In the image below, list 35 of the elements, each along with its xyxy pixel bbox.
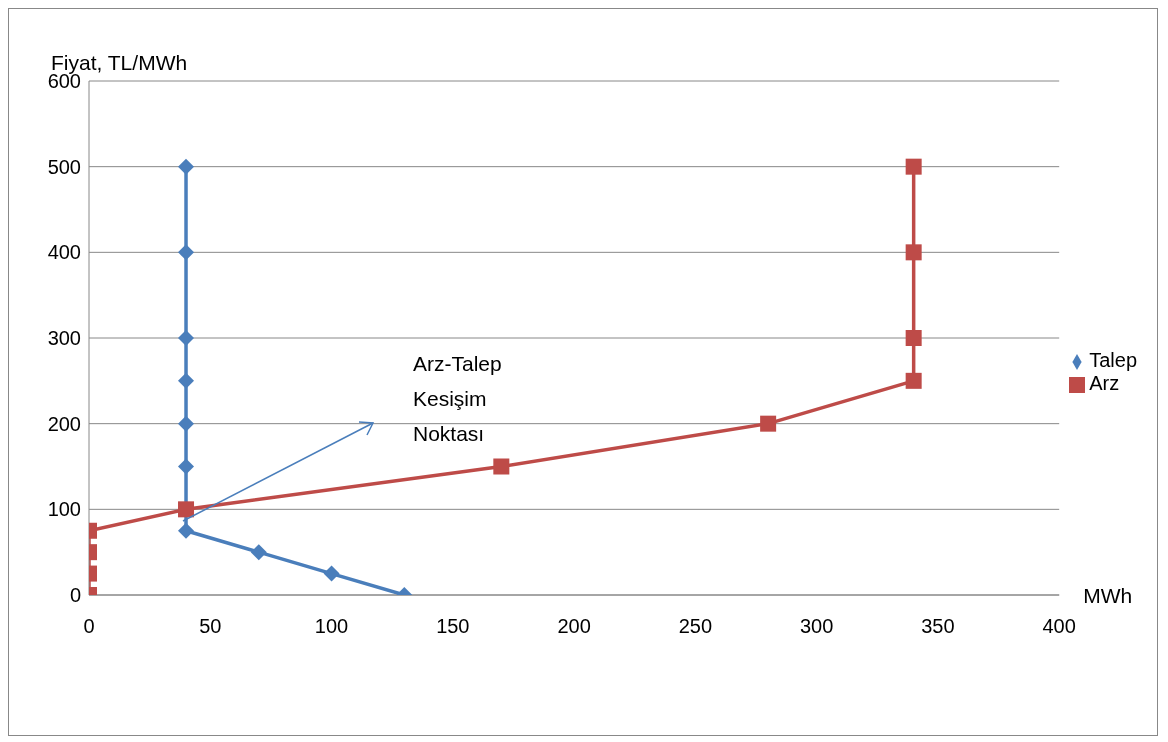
- x-tick-label: 350: [921, 615, 955, 638]
- y-tick-label: 300: [47, 327, 81, 350]
- x-tick-label: 250: [678, 615, 713, 638]
- point: [905, 158, 922, 175]
- x-tick-label: 300: [799, 615, 834, 638]
- x-tick-label: 150: [436, 615, 470, 638]
- point: [905, 244, 922, 261]
- point: [760, 415, 777, 432]
- point: [178, 158, 195, 175]
- x-tick-label: 100: [314, 615, 349, 638]
- y-axis-title: Fiyat, TL/MWh: [51, 51, 188, 74]
- legend-label: Arz: [1089, 372, 1120, 394]
- point: [178, 372, 195, 389]
- point: [178, 522, 195, 539]
- point: [178, 330, 195, 346]
- x-tick-label: 0: [83, 615, 95, 638]
- annotation: Arz-Talep Kesişim Noktası: [413, 352, 502, 445]
- point: [178, 415, 195, 432]
- point: [178, 458, 195, 475]
- x-tick-label: 400: [1042, 615, 1076, 638]
- y-tick-label: 500: [47, 155, 81, 178]
- point: [905, 372, 922, 389]
- y-tick-label: 200: [47, 412, 81, 435]
- point: [250, 544, 267, 561]
- point: [493, 458, 510, 475]
- point: [323, 565, 340, 582]
- y-tick-label: 0: [69, 584, 81, 607]
- y-tick-label: 400: [47, 241, 81, 264]
- x-tick-label: 200: [557, 615, 591, 638]
- x-axis-title: MWh: [1083, 584, 1133, 607]
- point: [905, 330, 922, 346]
- legend-label: Talep: [1089, 349, 1137, 371]
- y-tick-label: 100: [47, 498, 81, 521]
- point: [178, 244, 195, 261]
- x-tick-label: 50: [199, 615, 222, 638]
